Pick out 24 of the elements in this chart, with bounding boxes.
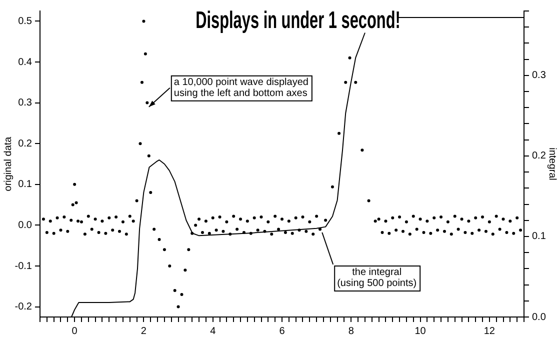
chart-title: Displays in under 1 second! [196, 8, 400, 34]
annotation: the integral (using 500 points) [337, 267, 417, 290]
y-tick-label: 0.0 [18, 220, 32, 231]
x-tick-label: 10 [414, 326, 426, 337]
x-tick-label: 0 [72, 326, 78, 337]
y2-tick-label: 0.0 [532, 312, 546, 323]
annotation: a 10,000 point wave displayed using the left and bottom axes [174, 77, 308, 100]
y-tick-label: 0.5 [18, 16, 32, 27]
y-tick-label: -0.2 [14, 302, 32, 313]
y-tick-label: 0.3 [18, 98, 32, 109]
y2-axis-title: integral [546, 148, 558, 180]
y-tick-label: 0.1 [18, 179, 32, 190]
y2-tick-label: 0.2 [532, 150, 546, 162]
y2-tick-label: 0.1 [532, 231, 546, 242]
y-tick-label: -0.1 [14, 260, 32, 272]
x-tick-label: 8 [348, 326, 354, 337]
x-tick-label: 2 [140, 326, 147, 337]
y-axis-title: original data [2, 136, 14, 192]
y2-tick-label: 0.3 [532, 70, 546, 82]
y-tick-label: 0.4 [18, 56, 32, 68]
x-tick-label: 6 [279, 326, 286, 337]
x-tick-label: 4 [210, 326, 216, 337]
y-tick-label: 0.2 [18, 138, 32, 150]
x-tick-label: 12 [484, 326, 496, 337]
